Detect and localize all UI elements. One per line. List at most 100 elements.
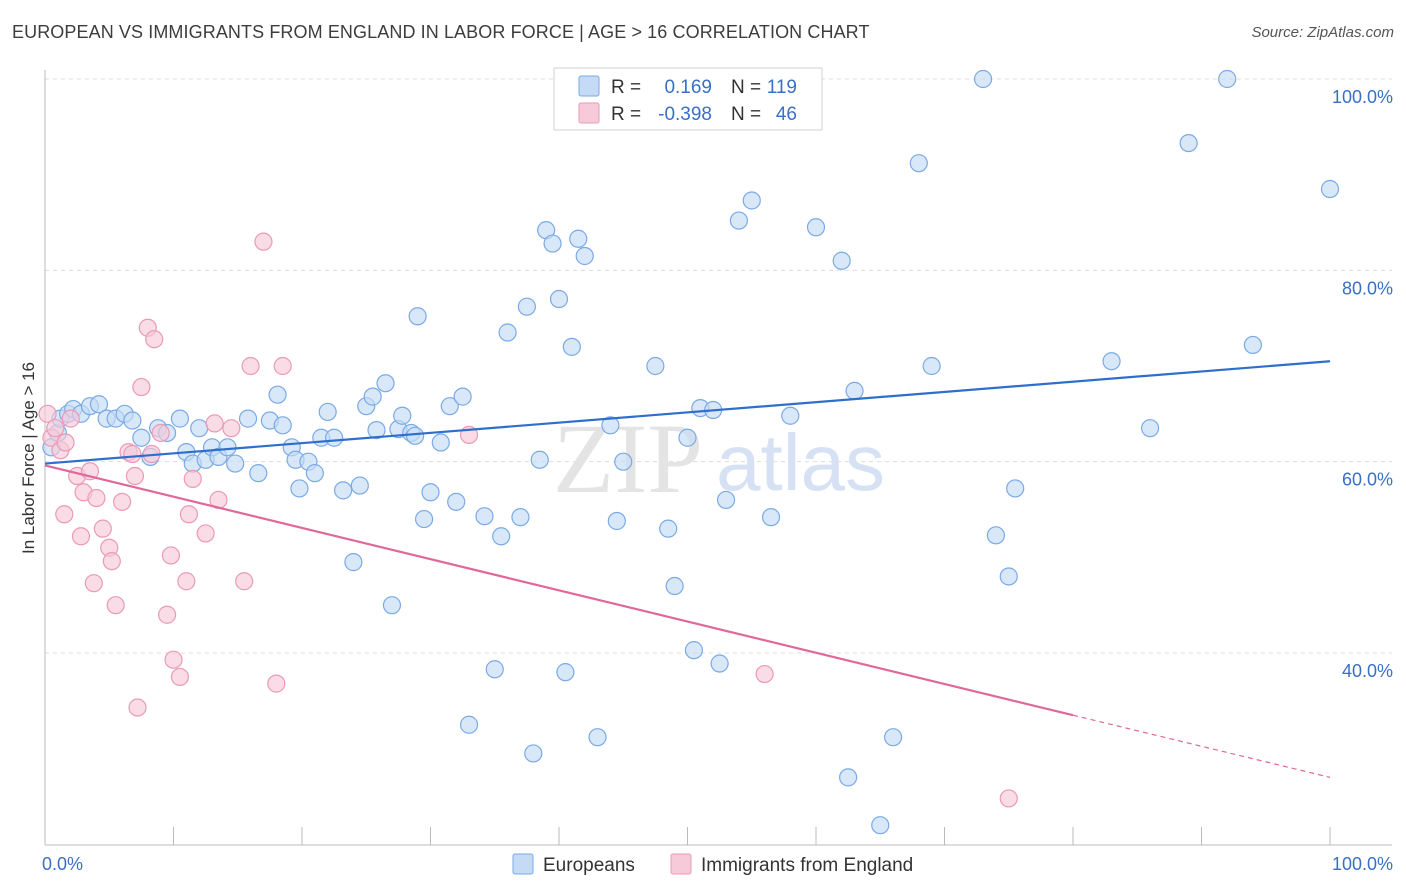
europeans-point-56 [453,387,472,406]
europeans-point-49 [405,426,425,445]
europeans-point-45 [382,596,402,615]
england-point-2 [46,419,65,438]
x-ticks [44,827,1331,845]
gridlines [45,78,1392,654]
legend-swatch-europeans [512,853,534,875]
europeans-point-65 [530,450,549,469]
europeans-point-23 [218,438,237,457]
england-point-20 [157,605,177,624]
europeans-point-91 [806,218,826,237]
europeans-point-63 [517,297,536,316]
europeans-point-60 [492,527,511,546]
europeans-trend-line [44,360,1331,465]
europeans-point-80 [665,576,684,596]
europeans-point-44 [376,374,395,393]
watermark-atlas: atlas [716,418,885,507]
europeans-point-74 [601,416,620,435]
x-tick-label-max: 100.0% [1332,854,1393,874]
england-point-13 [112,492,132,511]
europeans-point-75 [607,511,626,531]
europeans-point-105 [1179,133,1198,153]
england-point-35 [102,552,121,571]
europeans-point-107 [1243,335,1263,355]
europeans-point-72 [575,246,594,266]
england-point-24 [183,469,202,488]
england-point-25 [196,524,215,543]
europeans-point-24 [226,454,245,473]
y-tick-label-80: 80.0% [1342,278,1393,298]
europeans-point-79 [659,519,678,538]
europeans-point-29 [273,416,292,435]
europeans-point-54 [440,397,459,416]
europeans-point-98 [922,356,941,376]
series-europeans-points [42,69,1340,835]
england-point-44 [999,789,1018,808]
europeans-point-58 [475,507,494,526]
europeans-point-97 [909,154,928,173]
europeans-point-7 [89,395,109,414]
europeans-point-26 [249,464,268,483]
europeans-point-93 [839,768,858,787]
england-point-0 [38,404,57,423]
england-trend-line-extension [1072,714,1331,778]
europeans-point-67 [543,234,562,253]
europeans-point-95 [871,816,890,835]
trend-lines [44,360,1331,778]
axes [44,70,1392,846]
england-point-43 [755,664,774,684]
europeans-point-57 [459,715,479,734]
england-point-28 [235,572,254,591]
england-point-18 [145,330,164,349]
y-tick-label-60: 60.0% [1342,470,1393,490]
europeans-point-51 [414,509,434,529]
europeans-point-104 [1140,419,1160,438]
england-point-10 [93,519,112,538]
europeans-point-100 [986,526,1006,545]
europeans-point-108 [1320,179,1340,199]
stats-n-value-england: 46 [776,104,797,125]
europeans-point-38 [334,481,353,500]
x-tick-label-min: 0.0% [42,854,83,874]
europeans-point-59 [485,660,504,679]
england-point-36 [123,444,142,464]
england-point-22 [170,667,190,687]
stats-box: R = 0.169 N = 119 R = -0.398 N = 46 [553,67,823,131]
europeans-point-101 [999,567,1018,586]
series-england-points [38,232,1018,808]
europeans-point-64 [524,744,543,763]
england-point-33 [71,527,91,546]
europeans-point-34 [305,464,324,483]
england-point-29 [241,356,260,376]
england-point-16 [132,377,151,397]
stats-swatch-england [578,102,600,124]
europeans-point-73 [588,728,607,747]
europeans-point-53 [431,433,450,452]
europeans-point-28 [268,385,287,404]
stats-r-label-europeans: R = [611,77,641,98]
england-point-4 [56,433,75,452]
europeans-point-11 [123,411,142,430]
stats-r-value-england: -0.398 [658,104,712,125]
europeans-point-32 [290,479,309,498]
europeans-point-16 [170,409,190,428]
europeans-point-12 [132,428,151,447]
legend-label-europeans: Europeans [543,855,635,876]
stats-n-label-europeans: N = [731,77,761,98]
england-point-27 [222,419,241,438]
stats-n-label-england: N = [731,104,761,125]
europeans-point-40 [350,476,369,495]
europeans-point-25 [238,409,258,428]
europeans-point-70 [562,337,581,356]
y-tick-labels: 40.0% 60.0% 80.0% 100.0% [1332,87,1393,681]
legend-label-england: Immigrants from England [701,855,913,876]
europeans-point-88 [742,191,761,210]
europeans-point-87 [729,211,749,230]
england-point-45 [55,505,74,524]
england-point-9 [87,488,106,508]
europeans-point-62 [511,508,530,527]
europeans-point-76 [614,452,633,471]
chart-title: EUROPEAN VS IMMIGRANTS FROM ENGLAND IN L… [12,22,870,42]
chart-source: Source: ZipAtlas.com [1251,24,1394,41]
england-point-15 [125,466,145,486]
europeans-point-71 [569,229,588,248]
